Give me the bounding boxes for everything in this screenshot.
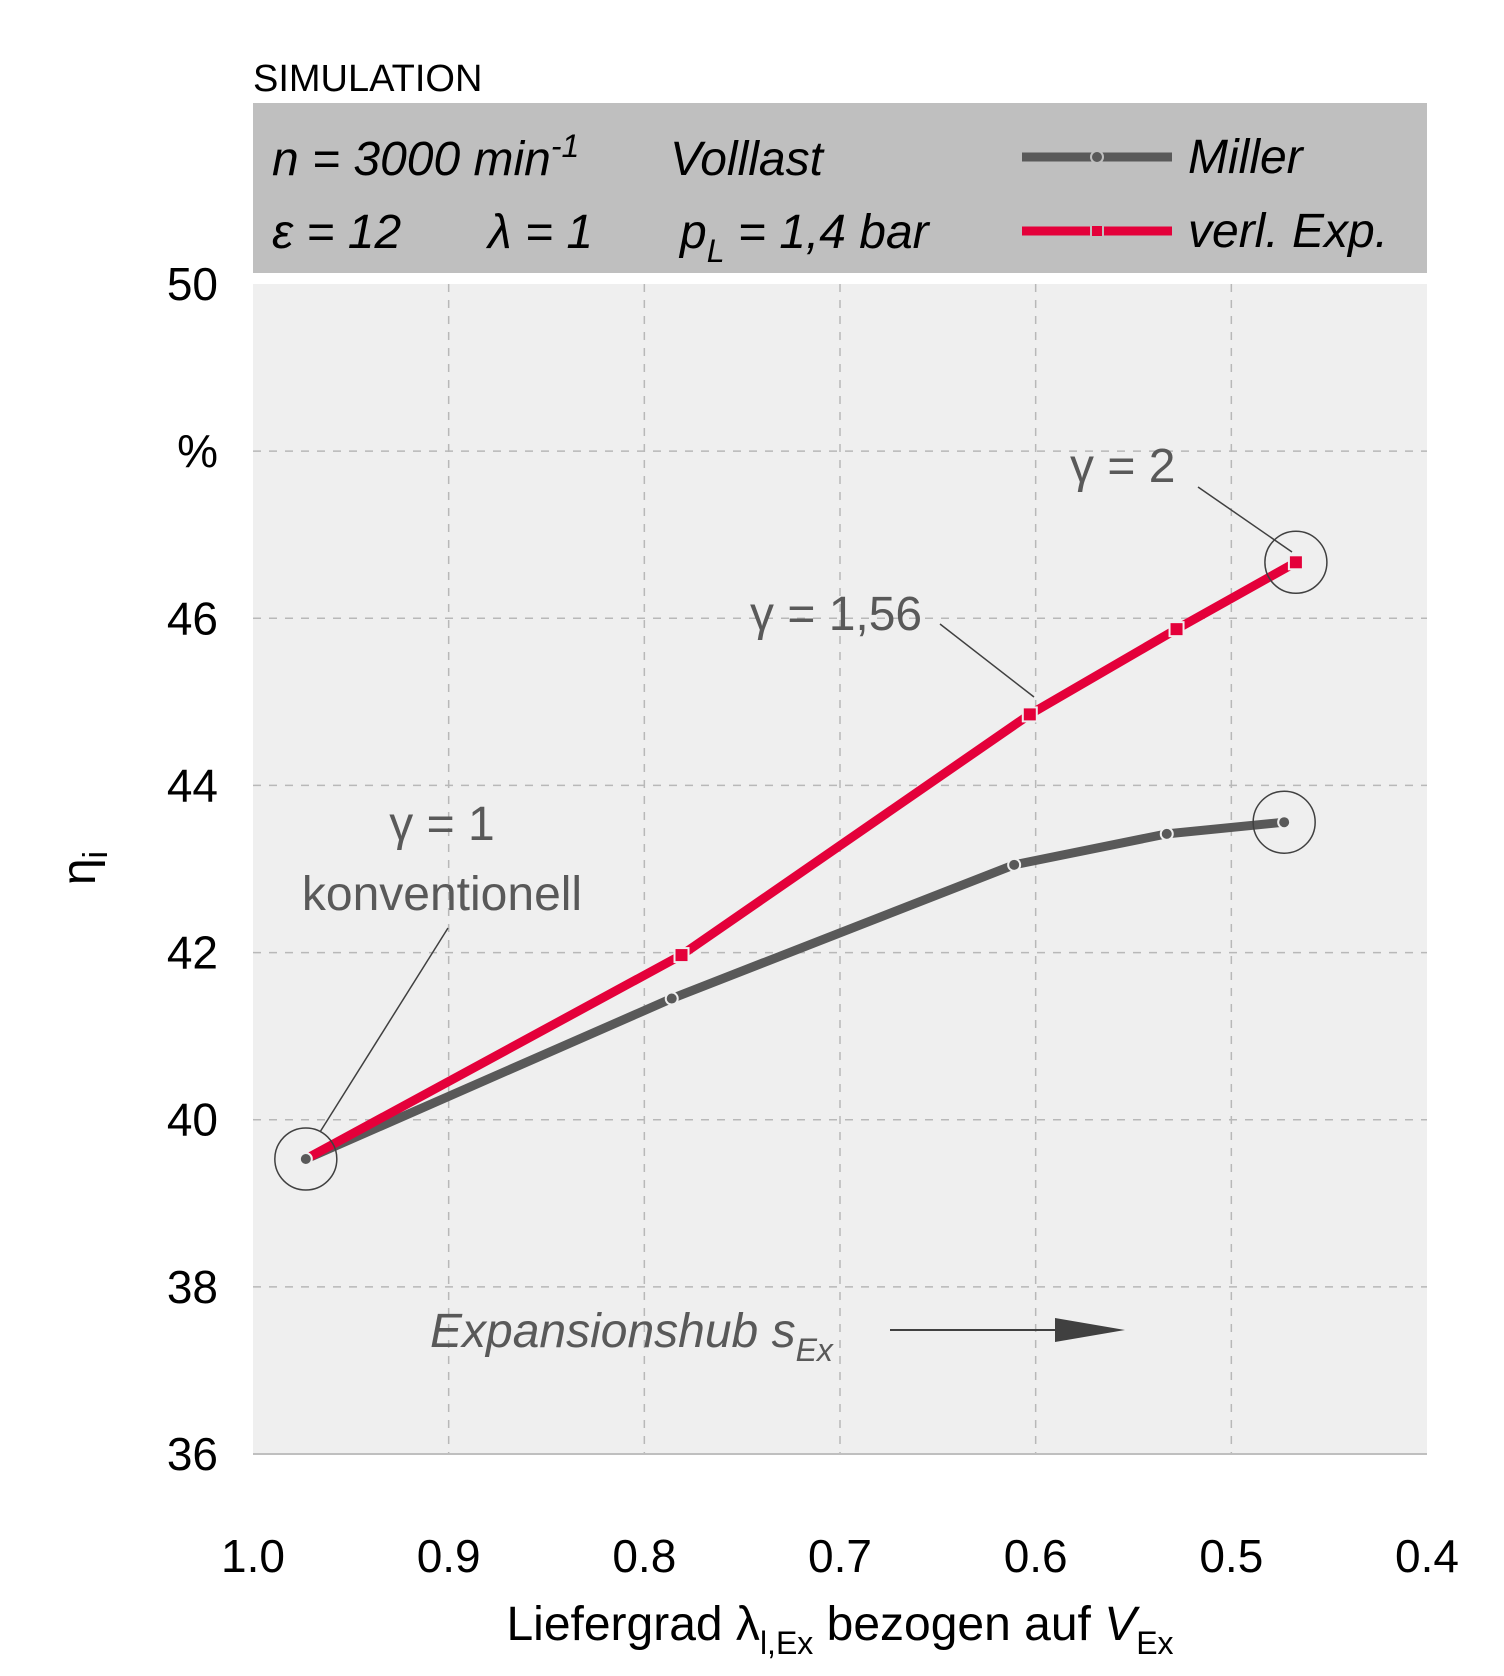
x-axis-ticks: 1.0 0.9 0.8 0.7 0.6 0.5 0.4 <box>221 1530 1459 1582</box>
x-tick-label: 0.5 <box>1199 1530 1263 1582</box>
condition-boost-pressure: pL = 1,4 bar <box>678 206 931 269</box>
legend-marker-verl-exp <box>1090 224 1104 238</box>
data-point-verl-exp <box>1168 621 1185 638</box>
y-axis-ticks: 36 38 40 42 44 46% 50 <box>167 258 218 1480</box>
y-axis-title: ηi <box>53 851 115 885</box>
gamma-156-leader-line <box>939 623 1035 698</box>
gamma-1-leader-line <box>319 927 449 1133</box>
legend-label-verl-exp: verl. Exp. <box>1188 205 1388 258</box>
data-point-miller <box>664 991 679 1006</box>
legend-marker-miller <box>1090 150 1104 164</box>
data-point-verl-exp <box>673 947 690 964</box>
y-tick-label: 44 <box>167 759 218 811</box>
data-point-verl-exp <box>1287 554 1304 571</box>
y-tick-label: % <box>177 425 218 477</box>
gamma-2-leader-line <box>1197 486 1293 553</box>
x-tick-label: 0.8 <box>612 1530 676 1582</box>
simulation-label: SIMULATION <box>253 58 482 100</box>
x-tick-label: 1.0 <box>221 1530 285 1582</box>
series-layer <box>298 554 1304 1166</box>
y-tick-label: 46 <box>167 592 218 644</box>
x-axis-title: Liefergrad λl,Ex bezogen auf VEx <box>506 1598 1173 1661</box>
y-tick-label: 40 <box>167 1094 218 1146</box>
gamma-1-label: γ = 1 <box>389 798 494 851</box>
expansion-arrow-head <box>1055 1318 1125 1342</box>
legend: Miller verl. Exp. <box>1022 131 1388 258</box>
gamma-2-label: γ = 2 <box>1070 440 1175 493</box>
data-point-miller <box>1159 826 1174 841</box>
condition-load: Volllast <box>670 133 825 186</box>
x-tick-label: 0.4 <box>1395 1530 1459 1582</box>
y-tick-label: 42 <box>167 927 218 979</box>
expansion-arrow-label: Expansionshub sEx <box>430 1305 834 1368</box>
condition-speed: n = 3000 min-1 <box>272 128 579 186</box>
x-tick-label: 0.7 <box>808 1530 872 1582</box>
conditions-box <box>253 103 1427 273</box>
highlight-circle <box>274 1127 338 1191</box>
data-point-miller <box>1277 815 1292 830</box>
condition-compression: ε = 12 <box>272 206 401 259</box>
y-tick-label: 38 <box>167 1261 218 1313</box>
data-point-start <box>298 1151 313 1166</box>
highlight-circles <box>274 530 1328 1191</box>
y-tick-label: 50 <box>167 258 218 310</box>
highlight-circle <box>1252 790 1316 854</box>
x-tick-label: 0.9 <box>417 1530 481 1582</box>
data-point-miller <box>1007 857 1022 872</box>
x-tick-label: 0.6 <box>1004 1530 1068 1582</box>
legend-label-miller: Miller <box>1188 131 1305 184</box>
gridlines <box>253 284 1427 1454</box>
gamma-1-konventionell-label: konventionell <box>302 868 582 921</box>
condition-lambda: λ = 1 <box>485 206 593 259</box>
data-point-verl-exp <box>1021 706 1038 723</box>
gamma-156-label: γ = 1,56 <box>750 588 922 641</box>
highlight-circle <box>1264 530 1328 595</box>
y-tick-label: 36 <box>167 1428 218 1480</box>
